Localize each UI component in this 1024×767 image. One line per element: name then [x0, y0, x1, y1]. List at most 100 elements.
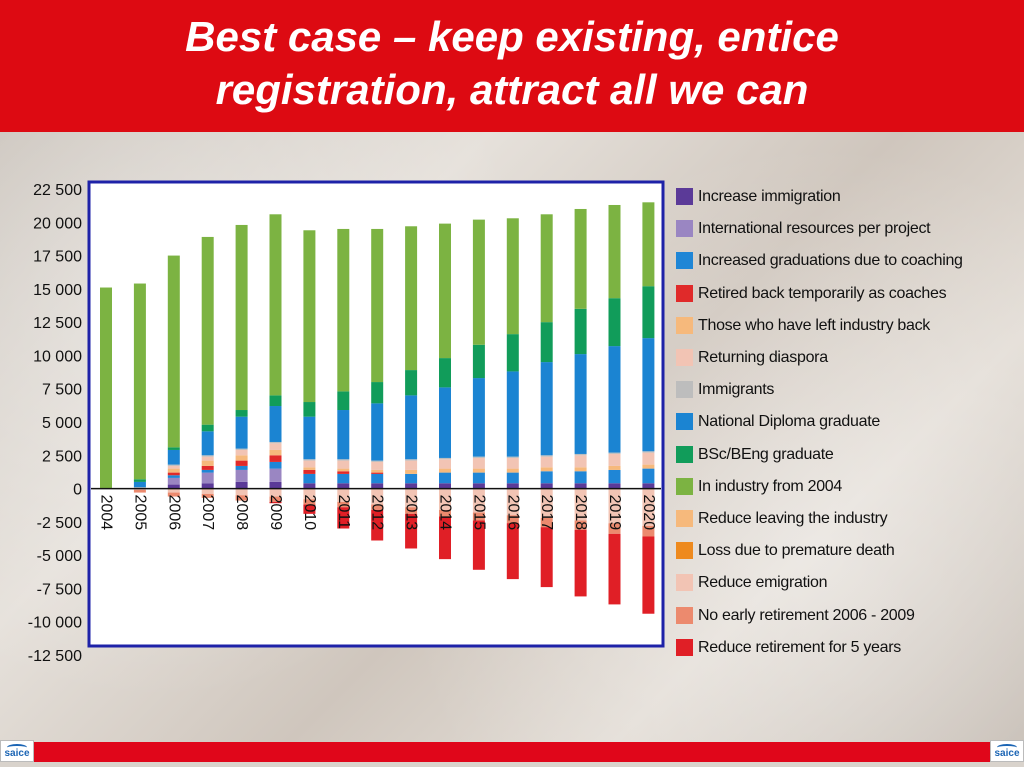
legend-swatch: [676, 574, 693, 592]
bar-segment: [201, 465, 214, 470]
bar-segment: [167, 472, 180, 476]
bar-segment: [133, 479, 146, 482]
bar-segment: [167, 255, 180, 448]
legend-label: Reduce emigration: [698, 574, 828, 592]
bar-segment: [439, 459, 451, 469]
y-tick-label: 2 500: [42, 448, 82, 465]
bar-segment: [506, 334, 519, 372]
legend-swatch: [676, 284, 693, 302]
bar-segment: [540, 471, 553, 484]
bar-segment: [337, 473, 350, 484]
bar-segment: [269, 481, 282, 489]
bar-segment: [405, 395, 418, 460]
bar-segment: [405, 513, 418, 549]
bar-segment: [371, 461, 384, 470]
legend-swatch: [676, 477, 693, 495]
bar-segment: [540, 488, 553, 518]
legend-swatch: [676, 220, 693, 238]
bar-segment: [337, 459, 350, 461]
bar-segment: [371, 460, 384, 462]
bar-segment: [133, 481, 146, 488]
bar-segment: [506, 456, 519, 458]
bar-segment: [608, 469, 621, 484]
bar-segment: [608, 346, 621, 453]
bar-segment: [235, 488, 248, 496]
bar-segment: [642, 536, 655, 614]
y-tick-label: 17 500: [33, 249, 82, 266]
legend-label: International resources per project: [698, 220, 931, 238]
bar-segment: [540, 362, 553, 456]
bar-segment: [201, 483, 214, 489]
bar-segment: [405, 460, 418, 470]
y-tick-label: 12 500: [33, 315, 82, 332]
bar-segment: [303, 416, 316, 460]
bar-segment: [235, 465, 248, 470]
bar-segment: [167, 477, 180, 485]
bar-segment: [574, 529, 587, 597]
bar-segment: [574, 483, 587, 489]
bar-segment: [167, 449, 180, 465]
bar-segment: [439, 387, 451, 458]
x-tick-label: 2010: [301, 495, 318, 531]
bar-segment: [439, 509, 451, 517]
bar-segment: [506, 483, 519, 489]
saice-logo-left: saice: [0, 740, 34, 762]
bar-segment: [540, 517, 553, 528]
bar-segment: [133, 489, 146, 493]
bar-segment: [506, 472, 519, 484]
bar-segment: [337, 460, 350, 469]
x-tick-label: 2017: [538, 495, 555, 531]
bar-segment: [608, 523, 621, 534]
bar-segment: [371, 504, 384, 510]
bar-segment: [167, 447, 180, 450]
bar-segment: [371, 403, 384, 461]
x-tick-label: 2018: [572, 495, 589, 531]
bar-segment: [472, 219, 485, 345]
bar-segment: [472, 457, 485, 469]
bar-segment: [540, 214, 553, 323]
bar-segment: [472, 456, 485, 458]
bar-segment: [472, 472, 485, 484]
x-tick-label: 2014: [437, 495, 454, 531]
bar-segment: [337, 507, 350, 529]
bar-segment: [201, 456, 214, 461]
bar-segment: [167, 465, 180, 469]
bar-segment: [167, 492, 180, 497]
bar-segment: [337, 391, 350, 411]
bar-segment: [439, 516, 451, 560]
bar-segment: [201, 488, 214, 494]
bar-segment: [235, 448, 248, 450]
bar-segment: [303, 459, 316, 461]
bar-segment: [235, 495, 248, 501]
bar-segment: [472, 378, 485, 457]
stacked-bar-chart: 22 500 20 000 17 500 15 000 12 500 10 000 7 50…: [28, 180, 665, 665]
legend-swatch: [676, 638, 693, 656]
bar-segment: [269, 441, 282, 444]
y-tick-label: -7 500: [37, 581, 82, 598]
bar-segment: [642, 488, 655, 526]
bar-segment: [642, 464, 655, 469]
bar-segment: [574, 467, 587, 472]
legend-swatch: [676, 381, 693, 399]
x-tick-label: 2015: [470, 495, 487, 531]
bar-segment: [608, 483, 621, 489]
bar-segment: [574, 208, 587, 309]
bar-segment: [371, 473, 384, 484]
x-tick-label: 2005: [131, 495, 148, 531]
bar-segment: [405, 483, 418, 489]
bar-segment: [371, 488, 384, 505]
bar-segment: [405, 473, 418, 484]
bar-segment: [303, 488, 316, 500]
bar-segment: [472, 520, 485, 570]
bar-segment: [269, 488, 282, 497]
bar-segment: [303, 473, 316, 484]
bar-segment: [337, 501, 350, 508]
bar-segment: [405, 459, 418, 461]
bar-segment: [472, 488, 485, 513]
y-tick-label: 7 500: [42, 382, 82, 399]
bar-segment: [506, 523, 519, 580]
bar-segment: [269, 455, 282, 462]
bar-segment: [608, 298, 621, 347]
bar-segment: [439, 488, 451, 510]
bar-segment: [608, 533, 621, 605]
